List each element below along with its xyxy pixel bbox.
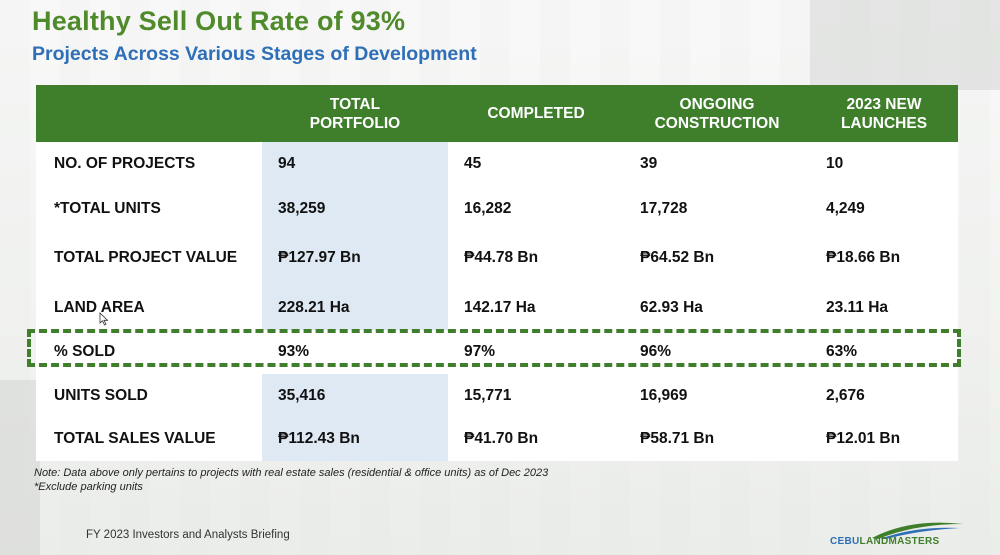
cell-ongoing: 96% (640, 343, 672, 360)
cell-ongoing: 62.93 Ha (640, 298, 703, 316)
cell-completed: 15,771 (464, 386, 512, 404)
cell-total-portfolio: ₱112.43 Bn (262, 417, 448, 461)
slide-subtitle: Projects Across Various Stages of Develo… (32, 43, 477, 65)
cell-new-launches: ₱12.01 Bn (826, 430, 901, 447)
background-building (810, 0, 1000, 90)
background-building (0, 380, 40, 555)
cell-total-portfolio: 228.21 Ha (262, 285, 448, 330)
cell-total-portfolio: ₱127.97 Bn (262, 231, 448, 285)
row-label: NO. OF PROJECTS (54, 155, 196, 172)
cell-ongoing: 16,969 (640, 386, 688, 404)
cell-total-portfolio: 35,416 (262, 374, 448, 417)
cell-completed: 45 (464, 155, 482, 172)
table-row: NO. OF PROJECTS 94 45 39 10 (36, 142, 958, 186)
header-blank (36, 85, 262, 142)
logo-text-part1: CEBU (830, 536, 860, 547)
cell-new-launches: 4,249 (826, 199, 865, 217)
cell-new-launches: 23.11 Ha (826, 298, 889, 316)
logo-text-part2: LANDMASTERS (859, 536, 940, 547)
cell-completed: 97% (464, 343, 496, 360)
header-ongoing-construction: ONGOING CONSTRUCTION (654, 95, 780, 132)
table-row: *TOTAL UNITS 38,259 16,282 17,728 4,249 (36, 186, 958, 231)
cell-completed: ₱41.70 Bn (464, 430, 539, 447)
table-header-row: TOTAL PORTFOLIO COMPLETED ONGOING CONSTR… (36, 85, 958, 142)
logo-swoosh-icon (872, 522, 963, 539)
table-row-highlighted: % SOLD 93% 97% 96% 63% (36, 330, 958, 374)
cell-ongoing: 17,728 (640, 199, 688, 217)
company-logo: CEBULANDMASTERS (830, 518, 970, 550)
row-label: TOTAL PROJECT VALUE (54, 249, 238, 266)
cell-total-portfolio: 38,259 (262, 186, 448, 231)
table-row: TOTAL PROJECT VALUE ₱127.97 Bn ₱44.78 Bn… (36, 231, 958, 285)
mouse-cursor-icon (99, 312, 109, 326)
cell-new-launches: 10 (826, 155, 844, 172)
highlight-dashed-box (27, 329, 961, 367)
cell-completed: 16,282 (464, 199, 512, 217)
table-row: TOTAL SALES VALUE ₱112.43 Bn ₱41.70 Bn ₱… (36, 417, 958, 461)
footer-text: FY 2023 Investors and Analysts Briefing (86, 529, 290, 541)
table-row: LAND AREA 228.21 Ha 142.17 Ha 62.93 Ha 2… (36, 285, 958, 330)
row-label: TOTAL SALES VALUE (54, 430, 216, 447)
row-label: % SOLD (54, 343, 116, 360)
header-new-launches: 2023 NEW LAUNCHES (840, 95, 928, 132)
footnote-line: *Exclude parking units (34, 481, 143, 493)
data-table: TOTAL PORTFOLIO COMPLETED ONGOING CONSTR… (36, 85, 958, 461)
cell-total-portfolio: 94 (262, 142, 448, 186)
cell-ongoing: 39 (640, 155, 658, 172)
cell-completed: ₱44.78 Bn (464, 249, 539, 266)
row-label: LAND AREA (54, 298, 145, 316)
cell-completed: 142.17 Ha (464, 298, 536, 316)
row-label: UNITS SOLD (54, 386, 148, 404)
cell-new-launches: 63% (826, 343, 858, 360)
logo-text: CEBULANDMASTERS (830, 536, 940, 547)
table-row: UNITS SOLD 35,416 15,771 16,969 2,676 (36, 374, 958, 417)
cell-ongoing: ₱58.71 Bn (640, 430, 715, 447)
cell-total-portfolio: 93% (278, 343, 310, 360)
row-label: *TOTAL UNITS (54, 199, 161, 217)
header-total-portfolio: TOTAL PORTFOLIO (309, 95, 401, 132)
footnote-line: Note: Data above only pertains to projec… (34, 467, 549, 479)
cell-ongoing: ₱64.52 Bn (640, 249, 715, 266)
footnote: Note: Data above only pertains to projec… (34, 466, 548, 494)
slide-title: Healthy Sell Out Rate of 93% (32, 6, 406, 36)
cell-new-launches: ₱18.66 Bn (826, 249, 901, 266)
cell-new-launches: 2,676 (826, 386, 865, 404)
header-completed: COMPLETED (487, 105, 585, 122)
